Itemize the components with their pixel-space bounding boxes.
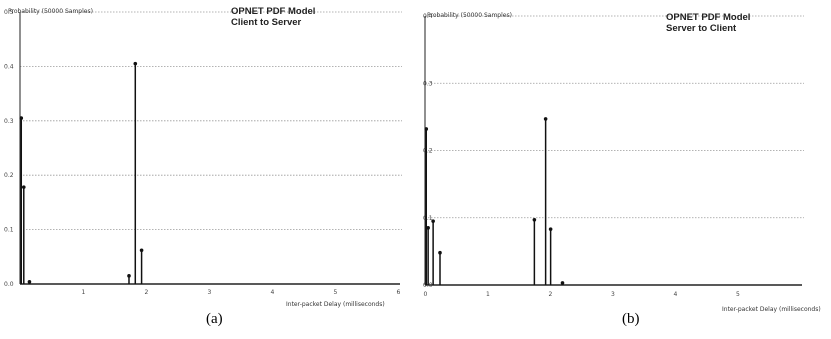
chart-title-line: OPNET PDF Model (666, 12, 750, 23)
y-tick-label: 0.0 (423, 282, 433, 289)
y-tick-label: 0.1 (423, 215, 433, 222)
x-axis-label: Inter-packet Delay (milliseconds) (722, 306, 821, 313)
x-tick-label: 1 (82, 289, 86, 296)
x-tick-label: 0 (424, 291, 428, 298)
chart-title-line: Server to Client (666, 23, 737, 34)
caption-label: (b) (622, 311, 640, 327)
stem-marker (426, 226, 430, 230)
stem-marker (431, 219, 435, 223)
chart-title-line: Client to Server (231, 17, 302, 28)
chart-title-line: OPNET PDF Model (231, 6, 315, 17)
y-axis-label: Probability (50000 Samples) (427, 12, 512, 19)
stem-marker (139, 248, 144, 253)
stem-marker (438, 250, 442, 255)
y-tick-label: 0.4 (423, 13, 433, 20)
x-tick-label: 4 (674, 291, 678, 298)
x-tick-label: 1 (486, 291, 490, 298)
y-tick-label: 0.2 (4, 172, 14, 179)
x-tick-label: 2 (549, 291, 553, 298)
stem-marker (424, 127, 429, 131)
y-tick-label: 0.3 (423, 80, 433, 87)
stem-marker (27, 280, 32, 284)
x-tick-label: 5 (736, 291, 740, 298)
chart-b: 0.0 0.1 0.2 0.3 0.4 0 1 2 3 4 5 Probability (50000 … (423, 12, 821, 327)
y-tick-label: 0.3 (4, 118, 14, 125)
x-axis-label: Inter-packet Delay (milliseconds) (286, 301, 385, 308)
y-tick-label: 0.2 (423, 148, 433, 155)
stem-marker (127, 274, 131, 278)
y-tick-label: 0.4 (4, 63, 14, 70)
y-tick-label: 0.1 (4, 227, 14, 234)
y-tick-label: 0.0 (4, 281, 14, 288)
stem-marker (133, 61, 138, 66)
x-tick-label: 6 (397, 289, 401, 296)
y-axis-label: Probability (50000 Samples) (8, 8, 93, 15)
x-tick-label: 4 (271, 289, 275, 296)
x-tick-label: 5 (334, 289, 338, 296)
stem-marker (543, 117, 548, 121)
x-tick-label: 3 (208, 289, 212, 296)
stem-marker (532, 217, 537, 222)
x-tick-label: 2 (145, 289, 149, 296)
stem-marker (21, 185, 26, 189)
stem-marker (19, 116, 24, 120)
y-tick-label: 0.5 (4, 9, 14, 16)
x-tick-label: 3 (611, 291, 615, 298)
chart-a: 0.0 0.1 0.2 0.3 0.4 0.5 1 2 3 4 5 6 Probability (500… (4, 6, 402, 327)
stem-marker (548, 227, 553, 231)
caption-label: (a) (206, 311, 223, 327)
stem-marker (560, 281, 565, 285)
